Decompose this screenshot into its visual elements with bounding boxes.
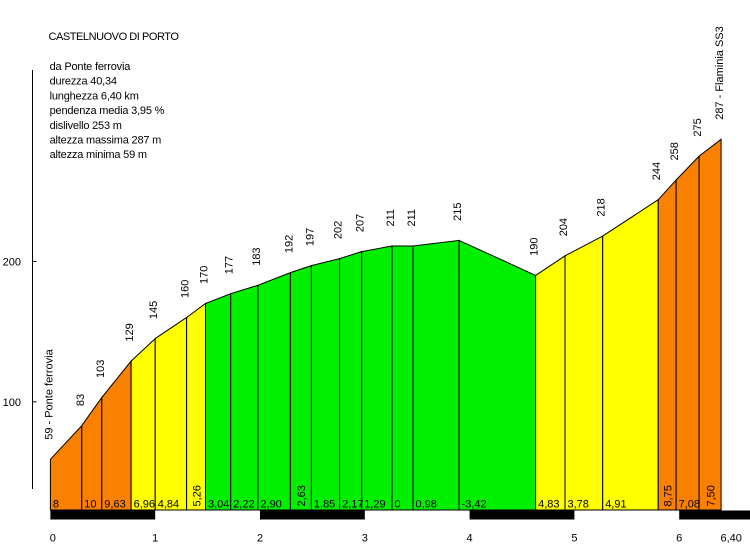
- profile-segment: [535, 254, 566, 511]
- altitude-label: 202: [333, 221, 345, 239]
- x-axis-tick-label: 3: [362, 532, 368, 544]
- gradient-label: -3,42: [462, 498, 487, 510]
- profile-segment: [675, 154, 700, 511]
- altitude-label: 160: [180, 280, 192, 298]
- km-scale-bar-segment: [50, 510, 156, 520]
- gradient-label: 0,98: [416, 498, 437, 510]
- gradient-label: 7,08: [679, 498, 700, 510]
- gradient-label: 0: [395, 498, 401, 510]
- altitude-label: 103: [95, 360, 107, 378]
- altitude-label: 177: [224, 256, 236, 274]
- profile-segment: [458, 239, 537, 511]
- gradient-label: 9,63: [104, 498, 125, 510]
- x-axis-tick-label: 4: [467, 532, 473, 544]
- profile-segment: [101, 359, 132, 511]
- profile-segment: [130, 337, 156, 511]
- altitude-label: 145: [148, 301, 160, 319]
- profile-segment: [154, 316, 188, 511]
- y-axis-tick-label: 100: [3, 397, 21, 409]
- altitude-label: 211: [385, 209, 397, 227]
- altitude-label: 244: [651, 162, 663, 180]
- gradient-label: 10: [84, 498, 96, 510]
- gradient-label: 2,22: [233, 498, 254, 510]
- y-axis-tick-label: 200: [3, 256, 21, 268]
- info-line-altezza-minima: altezza minima 59 m: [50, 149, 147, 161]
- profile-segment: [564, 235, 604, 511]
- profile-segment: [257, 271, 291, 511]
- x-axis-tick-label: 0: [50, 532, 56, 544]
- gradient-label: 3,04: [208, 498, 229, 510]
- km-scale-bar-segment: [679, 510, 750, 520]
- altitude-label: 190: [529, 238, 541, 256]
- chart-generated-content: 100 200 0 1 2 3 4 5 6 6,40 8 10 9,63 6,96 4,84 5,26 3,04…: [3, 26, 750, 544]
- info-line-start: da Ponte ferrovia: [50, 61, 132, 73]
- altitude-label: 83: [75, 394, 87, 406]
- gradient-label: 7,50: [705, 485, 717, 506]
- profile-segment: [310, 257, 341, 511]
- profile-segment: [81, 395, 103, 511]
- x-axis-tick-label: 1: [152, 532, 158, 544]
- gradient-label: 6,96: [134, 498, 155, 510]
- profile-segment: [339, 250, 363, 511]
- summit-place-label: 287 - Flaminia SS3: [714, 26, 726, 120]
- altitude-label: 204: [558, 218, 570, 236]
- altitude-label: 192: [283, 235, 295, 253]
- info-line-altezza-massima: altezza massima 287 m: [50, 135, 162, 147]
- x-axis-tick-label: 6,40: [721, 532, 742, 544]
- gradient-label: 8: [53, 498, 59, 510]
- x-axis-tick-label: 6: [676, 532, 682, 544]
- altitude-label: 170: [199, 266, 211, 284]
- altitude-label: 129: [124, 323, 136, 341]
- profile-segment: [602, 198, 659, 511]
- page-title: CASTELNUOVO DI PORTO: [49, 31, 180, 43]
- altitude-label: 258: [669, 142, 681, 160]
- profile-segment: [289, 264, 312, 511]
- gradient-label: 8,75: [662, 485, 674, 506]
- gradient-label: 2,63: [296, 485, 308, 506]
- x-axis-tick-label: 5: [571, 532, 577, 544]
- start-place-label: 59 - Ponte ferrovia: [43, 348, 55, 439]
- profile-segment: [391, 245, 414, 511]
- gradient-label: 1,85: [314, 498, 335, 510]
- gradient-label: 4,84: [158, 498, 179, 510]
- info-line-dislivello: dislivello 253 m: [50, 120, 122, 132]
- altitude-label: 197: [304, 228, 316, 246]
- info-line-lunghezza: lunghezza 6,40 km: [50, 90, 139, 102]
- profile-segment: [361, 245, 393, 511]
- gradient-label: 4,91: [605, 498, 626, 510]
- gradient-label: 4,83: [538, 498, 559, 510]
- profile-segment: [230, 284, 259, 511]
- x-axis-tick-label: 2: [257, 532, 263, 544]
- gradient-label: 2,17: [342, 498, 363, 510]
- info-line-pendenza: pendenza media 3,95 %: [50, 105, 165, 117]
- info-line-durezza: durezza 40,34: [50, 76, 117, 88]
- gradient-label: 2,90: [260, 498, 281, 510]
- altitude-label: 207: [355, 214, 367, 232]
- altitude-label: 218: [596, 198, 608, 216]
- altitude-label: 211: [406, 209, 418, 227]
- profile-segment: [698, 138, 722, 511]
- profile-segment: [657, 178, 677, 511]
- gradient-label: 1,29: [364, 498, 385, 510]
- altitude-label: 183: [251, 247, 263, 265]
- profile-segment: [186, 302, 206, 511]
- profile-segment: [412, 239, 460, 511]
- km-scale-bar-segment: [260, 510, 365, 520]
- altitude-label: 275: [692, 118, 704, 136]
- profile-segment: [205, 292, 232, 511]
- altitude-label: 215: [452, 203, 464, 221]
- gradient-label: 3,78: [568, 498, 589, 510]
- gradient-label: 5,26: [191, 485, 203, 506]
- km-scale-bar-segment: [469, 510, 575, 520]
